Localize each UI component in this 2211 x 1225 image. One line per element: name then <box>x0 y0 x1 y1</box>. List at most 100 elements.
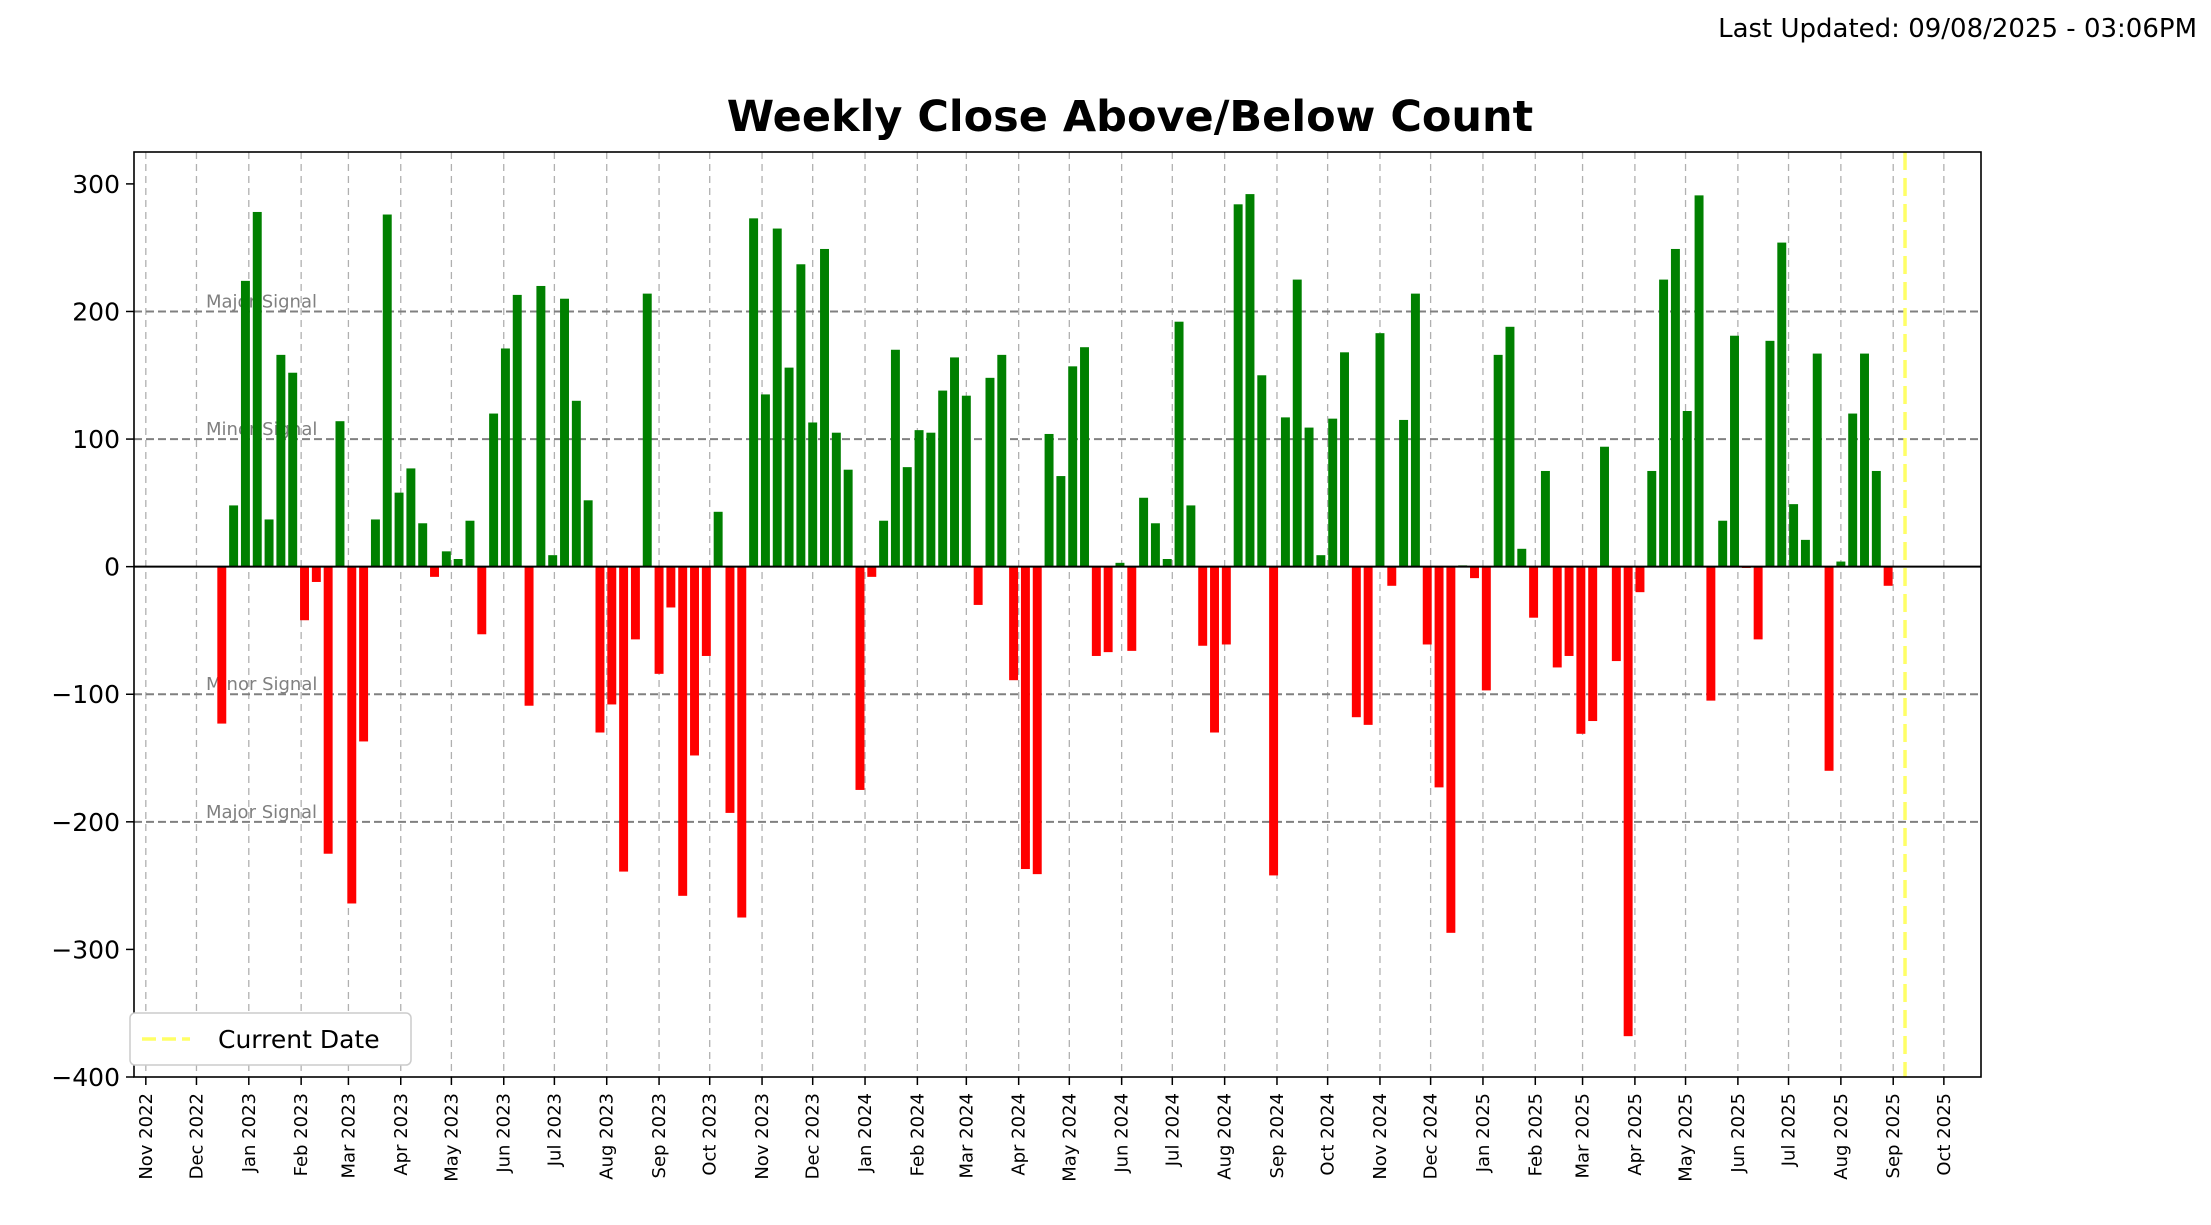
bar-11 <box>347 566 357 904</box>
chart-title: Weekly Close Above/Below Count <box>727 92 1533 142</box>
bar-98 <box>1375 333 1385 567</box>
bar-46 <box>760 394 770 567</box>
bar-16 <box>406 468 416 567</box>
bar-61 <box>938 390 948 567</box>
bar-41 <box>701 566 711 656</box>
signal-label-2: Minor Signal <box>206 674 317 695</box>
bar-59 <box>914 430 924 567</box>
bar-84 <box>1210 566 1219 733</box>
bar-28 <box>548 555 558 567</box>
xtick-label-33: Aug 2025 <box>1831 1093 1852 1180</box>
xtick-label-16: Mar 2024 <box>956 1093 977 1179</box>
xtick-label-27: Feb 2025 <box>1525 1093 1546 1176</box>
bar-60 <box>926 432 936 567</box>
xtick-label-8: Jul 2023 <box>544 1093 565 1167</box>
bar-136 <box>1824 566 1834 771</box>
bar-34 <box>619 566 629 872</box>
xtick-label-29: Apr 2025 <box>1625 1093 1646 1176</box>
bar-70 <box>1044 433 1054 567</box>
legend: Current Date <box>129 1012 412 1066</box>
ytick-label-7: 300 <box>72 170 120 199</box>
bar-23 <box>489 413 499 567</box>
bar-101 <box>1410 293 1420 567</box>
bar-102 <box>1422 566 1432 645</box>
bar-73 <box>1080 347 1089 567</box>
xtick-label-20: Jul 2024 <box>1162 1093 1183 1167</box>
bar-4 <box>264 519 274 567</box>
bar-68 <box>1020 566 1030 870</box>
xtick-label-4: Mar 2023 <box>338 1093 359 1179</box>
bar-6 <box>288 372 298 567</box>
bar-90 <box>1280 417 1290 567</box>
xtick-label-13: Dec 2023 <box>803 1093 824 1179</box>
bar-104 <box>1446 566 1456 933</box>
ytick-label-4: 0 <box>104 553 120 582</box>
bar-38 <box>666 566 676 608</box>
bar-24 <box>500 348 510 567</box>
bar-57 <box>890 349 900 567</box>
bar-119 <box>1623 566 1633 1037</box>
bar-62 <box>950 357 959 567</box>
bar-29 <box>560 298 569 567</box>
bar-126 <box>1706 566 1716 701</box>
xtick-label-0: Nov 2022 <box>136 1093 157 1180</box>
bar-8 <box>311 566 321 582</box>
bar-13 <box>370 519 380 567</box>
bar-65 <box>985 377 995 567</box>
bar-99 <box>1387 566 1397 586</box>
bar-92 <box>1304 427 1314 567</box>
bars <box>217 194 1893 1037</box>
xtick-label-25: Dec 2024 <box>1421 1093 1442 1179</box>
bar-135 <box>1812 353 1822 567</box>
bar-14 <box>382 214 392 567</box>
bar-128 <box>1730 335 1739 567</box>
bar-79 <box>1150 523 1160 567</box>
xtick-label-24: Nov 2024 <box>1370 1093 1391 1180</box>
xtick-label-9: Aug 2023 <box>597 1093 618 1180</box>
axes: −400 −300 −200 −100 0 100 200 300 Nov 2022 Dec 20… <box>51 151 1982 1182</box>
bar-52 <box>831 432 841 567</box>
xtick-label-6: May 2023 <box>441 1093 462 1182</box>
bar-120 <box>1635 566 1645 593</box>
bar-95 <box>1340 352 1349 567</box>
bar-58 <box>902 467 912 567</box>
bar-2 <box>240 280 250 567</box>
bar-55 <box>867 566 877 577</box>
bar-108 <box>1493 354 1503 567</box>
bar-96 <box>1351 566 1361 718</box>
bar-26 <box>524 566 534 706</box>
bar-127 <box>1718 520 1728 567</box>
bar-33 <box>607 566 617 705</box>
bar-133 <box>1789 504 1799 567</box>
bar-132 <box>1777 242 1787 567</box>
bar-37 <box>654 566 664 674</box>
bar-118 <box>1611 566 1621 662</box>
xtick-label-3: Feb 2023 <box>291 1093 312 1176</box>
legend-label-current-date: Current Date <box>218 1025 380 1054</box>
xtick-label-21: Aug 2024 <box>1215 1093 1236 1180</box>
bar-12 <box>359 566 369 742</box>
bar-85 <box>1221 566 1231 645</box>
xtick-label-15: Feb 2024 <box>907 1093 928 1176</box>
bar-77 <box>1127 566 1137 651</box>
bar-43 <box>725 566 735 813</box>
xtick-label-2: Jan 2023 <box>239 1093 260 1173</box>
xtick-label-22: Sep 2024 <box>1267 1093 1288 1178</box>
bar-109 <box>1505 326 1515 567</box>
bar-112 <box>1540 470 1550 567</box>
bar-21 <box>465 520 475 567</box>
xtick-label-18: May 2024 <box>1059 1093 1080 1182</box>
bar-53 <box>843 469 853 567</box>
bar-87 <box>1245 194 1255 567</box>
bar-42 <box>713 511 723 567</box>
bar-141 <box>1883 566 1893 586</box>
xtick-label-23: Oct 2024 <box>1318 1093 1339 1176</box>
bar-88 <box>1257 375 1267 567</box>
bar-48 <box>784 367 794 567</box>
bar-81 <box>1174 321 1184 567</box>
xtick-label-17: Apr 2024 <box>1009 1093 1030 1176</box>
signal-label-3: Major Signal <box>206 802 317 823</box>
bar-47 <box>772 228 782 567</box>
bar-100 <box>1399 419 1409 567</box>
bar-82 <box>1186 505 1196 567</box>
